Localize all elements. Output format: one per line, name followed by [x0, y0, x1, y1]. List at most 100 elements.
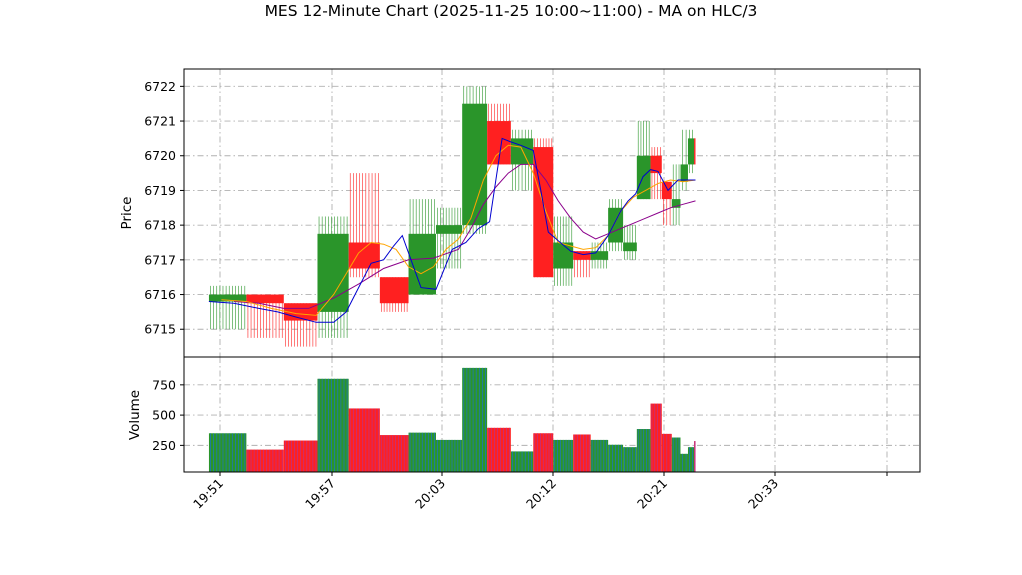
candle-up: [687, 129, 695, 174]
candle-up: [462, 86, 488, 234]
candle-body: [694, 138, 696, 165]
volume-bar-fill: [680, 453, 688, 472]
volume-bar-fill: [379, 435, 409, 472]
volume-bar-fill: [246, 449, 284, 472]
candle-up: [208, 285, 247, 330]
volume-bar-fill: [487, 427, 511, 472]
volume-bar-fill: [462, 367, 488, 472]
moving-average-lines: [208, 137, 696, 323]
volume-bar: [680, 453, 688, 472]
candle-body: [687, 138, 695, 165]
volume-bar: [590, 439, 609, 472]
volume-bar: [636, 429, 651, 472]
price-tick-label: 6717: [144, 252, 176, 267]
volume-bar-fill: [208, 433, 247, 472]
volume-bar: [661, 433, 672, 472]
volume-bar: [533, 433, 554, 472]
candle-up: [590, 242, 609, 269]
candle-body: [408, 233, 436, 295]
volume-bar: [462, 367, 488, 472]
volume-axis-label: Volume: [127, 390, 143, 440]
price-tick-label: 6718: [144, 218, 176, 233]
candle-up: [608, 199, 624, 252]
volume-bar: [608, 444, 624, 472]
time-tick-label: 20:03: [412, 476, 448, 512]
volume-tick-label: 750: [152, 377, 176, 392]
candle-up: [623, 225, 637, 260]
volume-panel-frame: [183, 356, 921, 473]
chart-title: MES 12-Minute Chart (2025-11-25 10:00~11…: [264, 2, 758, 20]
candle-up: [510, 129, 534, 191]
price-tick-label: 6721: [144, 114, 176, 129]
candle-body: [623, 242, 637, 252]
candle-body: [208, 294, 247, 302]
volume-bar: [650, 403, 662, 472]
volume-bar: [317, 378, 349, 472]
candle-down: [487, 103, 511, 165]
volume-bar: [510, 451, 534, 472]
price-tick-label: 6715: [144, 322, 176, 337]
volume-bar-fill: [317, 378, 349, 472]
time-tick-label: 20:33: [745, 476, 781, 512]
time-tick-label: 20:12: [523, 476, 559, 512]
candle-body: [510, 138, 534, 165]
candle-down: [283, 303, 318, 347]
volume-bar-fill: [348, 408, 380, 472]
volume-bar: [208, 433, 247, 472]
candle-body: [590, 251, 609, 260]
candle-body: [553, 242, 574, 269]
candle-body: [650, 155, 662, 174]
volume-bar: [246, 449, 284, 472]
candle-body: [661, 181, 672, 200]
price-tick-label: 6716: [144, 287, 176, 302]
volume-bar: [435, 439, 463, 472]
candle-down: [573, 251, 591, 278]
price-tick-label: 6720: [144, 148, 176, 163]
volume-bar: [283, 440, 318, 472]
volume-bar: [623, 447, 637, 472]
volume-bar-fill: [687, 447, 695, 472]
volume-bar: [348, 408, 380, 472]
candle-up: [408, 199, 436, 295]
time-tick-label: 19:57: [302, 476, 338, 512]
volume-bar: [487, 427, 511, 472]
ma-slow-line: [233, 163, 696, 309]
volume-bar: [687, 447, 695, 472]
time-tick-label: 20:21: [634, 476, 670, 512]
volume-bar: [573, 434, 591, 472]
price-tick-label: 6719: [144, 183, 176, 198]
candle-body: [573, 251, 591, 260]
price-tick-label: 6722: [144, 79, 176, 94]
candle-body: [636, 155, 651, 200]
volume-bar: [553, 439, 574, 472]
candle-up: [636, 121, 651, 200]
candle-up: [671, 164, 681, 226]
volume-bar-fill: [573, 434, 591, 472]
candle-body: [379, 277, 409, 304]
volume-bar: [379, 435, 409, 472]
volume-tick-label: 250: [152, 438, 176, 453]
candle-down: [379, 277, 409, 312]
volume-bar: [671, 437, 681, 472]
time-tick-label: 19:51: [190, 476, 226, 512]
candle-body: [435, 225, 463, 234]
candle-body: [680, 164, 688, 182]
candle-down: [348, 173, 380, 278]
volume-bar-fill: [590, 439, 609, 472]
candle-body: [608, 207, 624, 243]
volume-bar: [694, 441, 696, 472]
candle-body: [317, 233, 349, 312]
volume-marks: [208, 367, 696, 472]
candle-body: [487, 121, 511, 165]
price-marks: [208, 86, 696, 347]
candle-body: [671, 199, 681, 208]
price-axis-label: Price: [119, 197, 135, 230]
volume-bar: [408, 432, 436, 472]
ma-fast-line: [208, 137, 696, 323]
candle-up: [435, 207, 463, 269]
candle-down: [533, 138, 554, 278]
ma-mid-line: [221, 144, 696, 316]
volume-bar-fill: [650, 403, 662, 472]
candle-down: [246, 294, 284, 338]
candle-body: [348, 242, 380, 269]
